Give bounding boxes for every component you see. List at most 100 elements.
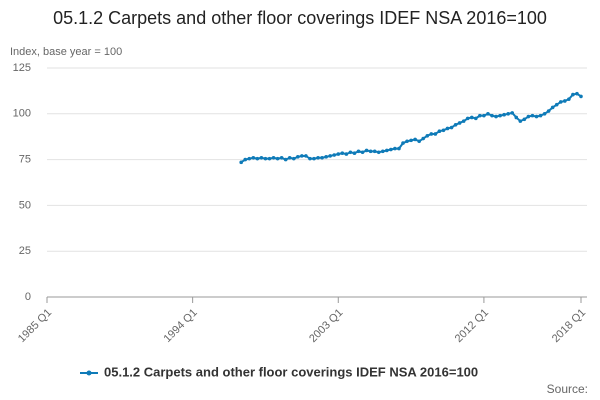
point [567, 97, 571, 101]
point [445, 126, 450, 131]
legend-label: 05.1.2 Carpets and other floor coverings… [104, 364, 478, 379]
y-tick-label: 50 [19, 199, 31, 211]
point [486, 112, 490, 116]
point [457, 121, 462, 125]
point [534, 114, 539, 119]
point [405, 139, 409, 144]
point [550, 105, 555, 110]
point [518, 119, 523, 123]
point [437, 129, 442, 134]
point [263, 156, 268, 161]
point [352, 151, 357, 155]
point [300, 154, 304, 158]
point [546, 109, 551, 113]
point [510, 111, 515, 115]
y-tick-label: 100 [13, 108, 31, 120]
point [389, 147, 393, 152]
point [271, 155, 276, 160]
point [490, 113, 494, 118]
point [336, 152, 341, 156]
chart-title: 05.1.2 Carpets and other floor coverings… [53, 8, 547, 28]
point [482, 113, 486, 118]
point [324, 155, 328, 159]
point [453, 122, 458, 127]
point [267, 156, 272, 161]
point [461, 119, 466, 123]
point [401, 141, 405, 145]
point [494, 114, 498, 119]
point [498, 113, 502, 118]
point [344, 152, 349, 156]
point [332, 153, 337, 157]
point [255, 156, 260, 161]
point [502, 112, 506, 117]
point [429, 132, 434, 136]
point [247, 156, 252, 161]
point [514, 115, 519, 120]
point [380, 149, 385, 154]
point [575, 91, 579, 96]
point [251, 155, 256, 160]
point [558, 100, 563, 104]
source: Source: [547, 382, 588, 396]
series-line [240, 92, 582, 164]
point [478, 113, 482, 118]
x-tick-label: 1994 Q1 [161, 307, 199, 345]
point [571, 92, 575, 97]
point [385, 148, 389, 153]
point [348, 150, 353, 155]
y-tick-label: 125 [13, 62, 31, 74]
point [259, 155, 264, 160]
point [291, 156, 296, 161]
point [275, 156, 280, 161]
point [474, 116, 478, 121]
point [279, 155, 284, 160]
point [287, 155, 292, 160]
point [522, 117, 527, 122]
point [356, 149, 361, 154]
point [425, 133, 430, 138]
point [449, 125, 454, 130]
point [243, 157, 248, 162]
point [563, 99, 567, 103]
point [283, 157, 288, 162]
point [340, 151, 345, 155]
point [368, 149, 373, 154]
point [421, 136, 426, 141]
point [579, 94, 583, 99]
point [393, 146, 397, 151]
point [304, 154, 308, 158]
y-tick-label: 75 [19, 154, 31, 166]
point [469, 115, 474, 120]
point [364, 148, 369, 153]
point [433, 132, 438, 136]
point [526, 114, 531, 119]
x-tick-label: 2012 Q1 [453, 307, 491, 345]
point [413, 137, 417, 142]
point [320, 155, 324, 160]
point [506, 112, 510, 116]
point [397, 146, 401, 151]
y-tick-label: 0 [25, 291, 31, 303]
point [376, 150, 381, 155]
point [328, 154, 332, 158]
point [441, 128, 446, 133]
legend-marker [86, 370, 92, 376]
point [308, 156, 312, 161]
y-tick-label: 25 [19, 245, 31, 257]
y-axis-label: Index, base year = 100 [10, 46, 122, 58]
point [316, 155, 320, 160]
point [542, 112, 547, 116]
x-tick-label: 2003 Q1 [307, 307, 345, 345]
point [465, 116, 470, 121]
x-tick-label: 1985 Q1 [16, 307, 54, 345]
point [530, 113, 535, 118]
point [296, 155, 300, 159]
point [239, 160, 243, 165]
point [538, 113, 543, 118]
x-tick-label: 2018 Q1 [550, 307, 588, 345]
point [417, 139, 421, 144]
point [409, 138, 413, 143]
